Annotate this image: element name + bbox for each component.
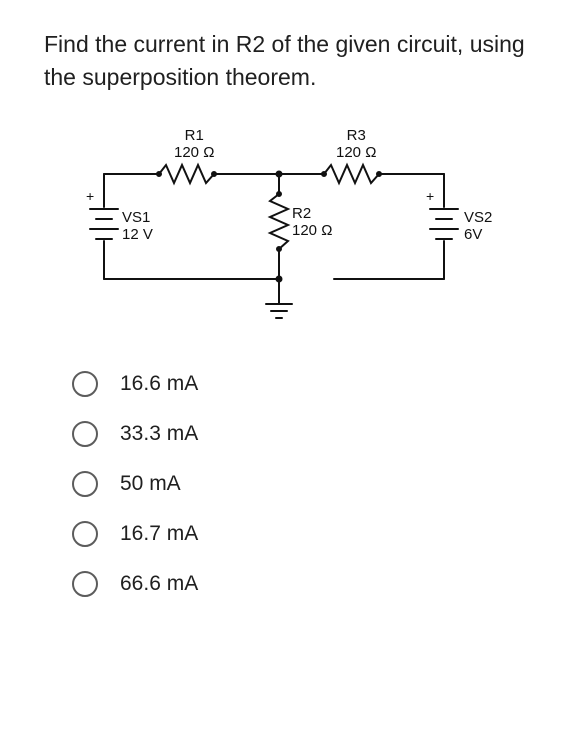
radio-icon [72,471,98,497]
r1-label: R1 [174,127,214,144]
option-2[interactable]: 50 mA [72,471,532,497]
option-label: 33.3 mA [120,422,198,446]
vs1-label: VS1 [122,209,153,226]
vs2-value: 6V [464,226,492,243]
option-label: 50 mA [120,472,181,496]
circuit-diagram: + + R1 120 Ω R3 120 Ω R2 120 Ω VS1 12 V … [74,129,514,329]
r2-value: 120 Ω [292,222,332,239]
r1-value: 120 Ω [174,144,214,161]
option-1[interactable]: 33.3 mA [72,421,532,447]
svg-text:+: + [426,188,434,204]
question-text: Find the current in R2 of the given circ… [44,28,532,95]
r3-label: R3 [336,127,376,144]
vs2-label: VS2 [464,209,492,226]
answer-options: 16.6 mA 33.3 mA 50 mA 16.7 mA 66.6 mA [72,371,532,597]
vs1-value: 12 V [122,226,153,243]
option-3[interactable]: 16.7 mA [72,521,532,547]
radio-icon [72,521,98,547]
option-label: 16.7 mA [120,522,198,546]
option-0[interactable]: 16.6 mA [72,371,532,397]
option-4[interactable]: 66.6 mA [72,571,532,597]
svg-text:+: + [86,188,94,204]
r3-value: 120 Ω [336,144,376,161]
radio-icon [72,371,98,397]
radio-icon [72,421,98,447]
r2-label: R2 [292,205,332,222]
option-label: 66.6 mA [120,572,198,596]
radio-icon [72,571,98,597]
option-label: 16.6 mA [120,372,198,396]
